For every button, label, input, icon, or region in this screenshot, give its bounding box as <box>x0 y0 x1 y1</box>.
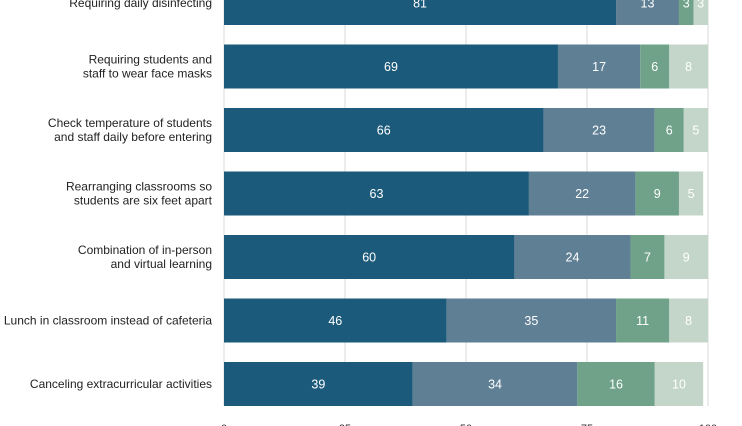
data-label: 11 <box>636 314 649 328</box>
data-label: 7 <box>644 251 651 265</box>
category-label: Combination of in-person and virtual lear… <box>78 243 212 271</box>
bar-segment-2 <box>557 44 641 89</box>
category-label-line: students are six feet apart <box>74 194 213 208</box>
bar-segment-4 <box>683 108 708 152</box>
data-label: 3 <box>683 0 690 11</box>
bar-segment-2 <box>543 108 655 152</box>
category-label: Requiring daily disinfecting <box>69 0 212 10</box>
data-label: 16 <box>609 378 623 392</box>
bar-segment-1 <box>224 44 558 89</box>
bar-segment-4 <box>669 44 708 89</box>
category-labels: Requiring daily disinfecting Requiring st… <box>4 0 213 391</box>
data-label: 9 <box>683 251 690 265</box>
category-label: Lunch in classroom instead of cafeteria <box>4 314 212 328</box>
bar-segment-1 <box>224 298 447 343</box>
category-label-line: staff to wear face masks <box>83 67 212 81</box>
category-label: Check temperature of students and staff d… <box>48 116 212 144</box>
bar-segment-3 <box>654 108 684 152</box>
bar-rows: 81 13 3 369 17 6 866 23 6 563 22 9 560 24 7 946 35 11 839 3… <box>224 0 708 406</box>
bar-row: 39 34 16 10 <box>224 362 704 406</box>
data-label: 24 <box>566 251 580 265</box>
category-label-line: Check temperature of students <box>48 116 212 130</box>
bar-segment-3 <box>630 235 665 279</box>
data-label: 9 <box>654 187 661 201</box>
bar-segment-3 <box>640 44 670 89</box>
category-label: Canceling extracurricular activities <box>30 377 212 391</box>
bar-segment-2 <box>514 235 631 279</box>
data-label: 46 <box>328 314 342 328</box>
bar-segment-2 <box>446 298 617 343</box>
x-tick-label: 75 <box>581 423 593 426</box>
data-label: 10 <box>672 378 686 392</box>
bar-segment-4 <box>693 0 708 25</box>
data-label: 39 <box>311 378 325 392</box>
bar-row: 60 24 7 9 <box>224 235 708 279</box>
bar-segment-2 <box>412 362 578 406</box>
bar-segment-4 <box>664 235 708 279</box>
bar-segment-4 <box>669 298 708 343</box>
data-label: 17 <box>592 60 606 74</box>
data-label: 6 <box>666 124 673 138</box>
bar-segment-3 <box>635 171 679 216</box>
bar-segment-4 <box>678 171 704 216</box>
bar-segment-1 <box>224 362 413 406</box>
data-label: 8 <box>685 60 692 74</box>
category-label: Rearranging classrooms so students are si… <box>66 180 213 208</box>
data-label: 22 <box>575 187 589 201</box>
data-label: 63 <box>370 187 384 201</box>
data-label: 6 <box>651 60 658 74</box>
x-tick-label: 100 <box>699 423 717 426</box>
category-label-line: Rearranging classrooms so <box>66 180 212 194</box>
data-label: 13 <box>641 0 655 11</box>
category-label: Requiring students and staff to wear face… <box>83 53 212 81</box>
bar-segment-2 <box>528 171 636 216</box>
category-label-line: Combination of in-person <box>78 243 212 257</box>
data-label: 23 <box>592 124 606 138</box>
data-label: 81 <box>413 0 427 11</box>
bar-segment-3 <box>616 298 670 343</box>
bar-segment-1 <box>224 171 529 216</box>
category-label-line: and virtual learning <box>111 257 212 271</box>
bar-segment-1 <box>224 235 515 279</box>
data-label: 5 <box>692 124 699 138</box>
category-label-line: Lunch in classroom instead of cafeteria <box>4 314 212 328</box>
data-label: 3 <box>697 0 704 11</box>
data-label: 66 <box>377 124 391 138</box>
x-axis-ticks: 0 25 50 75 100 <box>221 423 717 426</box>
bar-segment-3 <box>678 0 694 25</box>
bar-row: 69 17 6 8 <box>224 44 708 89</box>
category-label-line: Canceling extracurricular activities <box>30 377 212 391</box>
data-label: 35 <box>524 314 538 328</box>
data-label: 34 <box>488 378 502 392</box>
bar-segment-2 <box>616 0 679 25</box>
bar-segment-1 <box>224 0 617 25</box>
x-tick-label: 50 <box>460 423 472 426</box>
bar-row: 66 23 6 5 <box>224 108 708 152</box>
bar-segment-4 <box>654 362 704 406</box>
data-label: 60 <box>362 251 376 265</box>
data-label: 5 <box>688 187 695 201</box>
bar-row: 63 22 9 5 <box>224 171 704 216</box>
bar-row: 46 35 11 8 <box>224 298 708 343</box>
data-label: 69 <box>384 60 398 74</box>
x-tick-label: 0 <box>221 423 227 426</box>
data-label: 8 <box>685 314 692 328</box>
bar-segment-1 <box>224 108 544 152</box>
bar-segment-3 <box>577 362 655 406</box>
x-tick-label: 25 <box>339 423 351 426</box>
category-label-line: Requiring daily disinfecting <box>69 0 212 10</box>
category-label-line: and staff daily before entering <box>54 130 212 144</box>
bar-row: 81 13 3 3 <box>224 0 708 25</box>
category-label-line: Requiring students and <box>89 53 212 67</box>
